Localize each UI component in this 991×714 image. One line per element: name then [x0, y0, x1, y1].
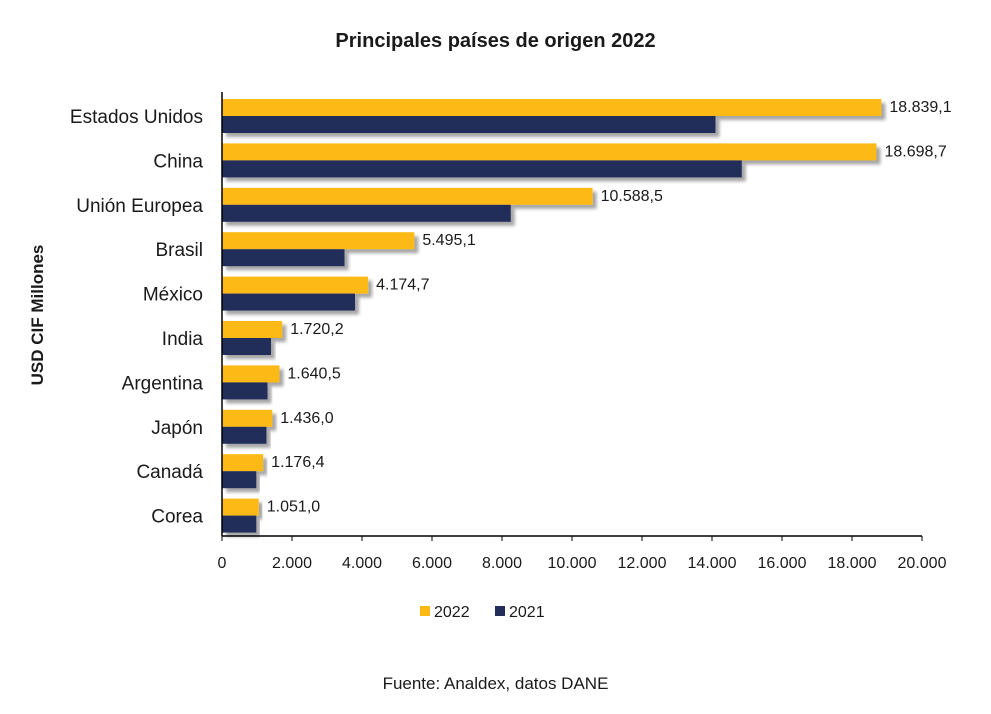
category-label: Argentina: [122, 373, 204, 394]
x-tick-label: 10.000: [548, 555, 597, 572]
x-tick-label: 4.000: [342, 555, 382, 572]
x-tick-label: 16.000: [758, 555, 807, 572]
data-label: 1.720,2: [290, 321, 343, 338]
data-label: 18.839,1: [889, 99, 951, 116]
data-label: 1.640,5: [287, 365, 340, 382]
bar-2021: [222, 471, 257, 489]
bar-2022: [222, 454, 264, 472]
x-tick-label: 8.000: [482, 555, 522, 572]
data-label: 1.176,4: [271, 454, 324, 471]
category-label: Canadá: [136, 462, 203, 483]
bar-2021: [222, 249, 345, 267]
data-label: 10.588,5: [601, 188, 663, 205]
category-label: Brasil: [155, 240, 203, 261]
data-label: 5.495,1: [422, 232, 475, 249]
bar-2022: [222, 365, 280, 383]
legend-swatch: [420, 606, 430, 616]
bar-2021: [222, 116, 716, 133]
x-tick-label: 18.000: [828, 555, 877, 572]
x-tick-label: 14.000: [688, 555, 737, 572]
category-label: Unión Europea: [76, 196, 203, 217]
bar-2021: [222, 160, 742, 178]
source-note: Fuente: Analdex, datos DANE: [382, 674, 609, 693]
bar-2022: [222, 232, 415, 250]
chart-title: Principales países de origen 2022: [335, 30, 656, 52]
bar-2022: [222, 276, 369, 294]
data-label: 1.051,0: [267, 499, 320, 516]
data-label: 18.698,7: [884, 143, 946, 160]
category-label: India: [162, 329, 204, 350]
bar-2021: [222, 515, 257, 533]
bar-2021: [222, 338, 271, 355]
category-label: Corea: [151, 507, 203, 528]
category-label: China: [153, 151, 203, 172]
category-label: Japón: [151, 418, 203, 439]
category-label: México: [143, 285, 203, 306]
bar-2022: [222, 187, 593, 205]
bar-2021: [222, 426, 267, 444]
x-tick-label: 12.000: [618, 555, 667, 572]
bar-2022: [222, 321, 283, 338]
y-axis-title: USD CIF Millones: [28, 245, 47, 386]
bar-2022: [222, 99, 882, 116]
bar-2022: [222, 143, 877, 161]
x-tick-label: 2.000: [272, 555, 312, 572]
data-label: 4.174,7: [376, 277, 429, 294]
category-label: Estados Unidos: [70, 107, 203, 128]
bar-2021: [222, 382, 268, 400]
bar-2021: [222, 204, 511, 222]
x-tick-label: 20.000: [898, 555, 947, 572]
legend-swatch: [495, 606, 505, 616]
data-label: 1.436,0: [280, 410, 333, 427]
x-tick-label: 6.000: [412, 555, 452, 572]
bar-2022: [222, 409, 273, 427]
bar-2021: [222, 293, 355, 311]
bar-2022: [222, 498, 259, 516]
legend-label: 2021: [509, 604, 545, 621]
x-tick-label: 0: [218, 555, 227, 572]
legend-label: 2022: [434, 604, 470, 621]
